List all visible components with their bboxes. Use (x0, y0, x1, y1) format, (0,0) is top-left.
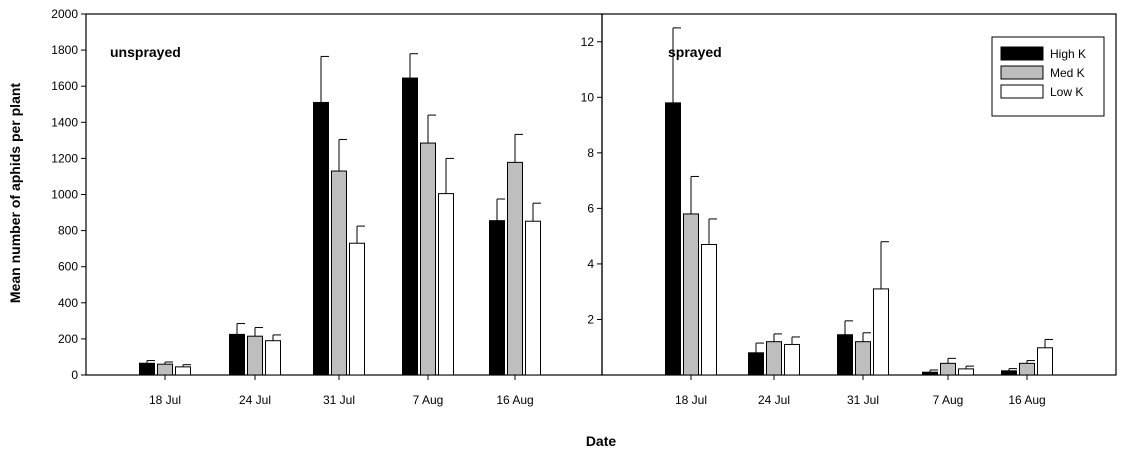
y-tick-label: 1600 (51, 79, 78, 93)
bar-med-k (157, 363, 173, 376)
legend-label: High K (1050, 47, 1086, 61)
bar-med-k (855, 341, 871, 376)
y-tick-label: 1800 (51, 43, 78, 57)
x-tick-label: 31 Jul (323, 393, 355, 407)
bar-med-k (940, 362, 956, 376)
bar-med-k (247, 335, 263, 376)
y-tick-label: 1400 (51, 115, 78, 129)
y-tick-label: 400 (58, 296, 78, 310)
bar-low-k (438, 193, 454, 376)
x-tick-label: 31 Jul (847, 393, 879, 407)
bar-high-k (313, 101, 329, 376)
y-tick-label: 2000 (51, 7, 78, 21)
x-tick-label: 16 Aug (496, 393, 533, 407)
bar-low-k (1037, 347, 1053, 376)
bar-med-k (331, 170, 347, 376)
x-tick-label: 24 Jul (758, 393, 790, 407)
y-tick-label: 4 (587, 257, 594, 271)
bar-low-k (265, 340, 281, 376)
bar-low-k (701, 243, 717, 376)
x-tick-label: 24 Jul (239, 393, 271, 407)
bar-high-k (837, 334, 853, 376)
bar-high-k (665, 102, 681, 376)
bar-low-k (784, 343, 800, 376)
x-tick-label: 7 Aug (413, 393, 444, 407)
bar-low-k (958, 368, 974, 376)
legend-label: Med K (1050, 66, 1085, 80)
legend-swatch-low-k (1000, 84, 1044, 99)
bar-low-k (175, 366, 191, 376)
bar-high-k (748, 352, 764, 376)
x-tick-label: 7 Aug (933, 393, 964, 407)
bar-med-k (420, 142, 436, 376)
y-tick-label: 6 (587, 201, 594, 215)
bar-med-k (1019, 362, 1035, 376)
y-tick-label: 1200 (51, 151, 78, 165)
x-tick-label: 18 Jul (149, 393, 181, 407)
y-tick-label: 1000 (51, 188, 78, 202)
legend: High K Med K Low K (991, 36, 1105, 117)
bar-high-k (402, 77, 418, 376)
bar-med-k (766, 341, 782, 376)
bar-low-k (525, 220, 541, 376)
bar-high-k (922, 371, 938, 376)
bar-med-k (683, 213, 699, 376)
bar-low-k (873, 288, 889, 376)
y-tick-label: 0 (71, 368, 78, 382)
bar-med-k (507, 161, 523, 376)
y-tick-label: 200 (58, 332, 78, 346)
y-tick-label: 2 (587, 312, 594, 326)
y-tick-label: 8 (587, 146, 594, 160)
y-tick-label: 800 (58, 224, 78, 238)
unsprayed-panel: 0 200 400 600 800 1000 1200 1400 1600 1800 2000 uns… (51, 7, 603, 407)
x-tick-label: 16 Aug (1008, 393, 1045, 407)
bar-low-k (349, 242, 365, 376)
x-axis-label: Date (586, 433, 617, 449)
y-tick-label: 600 (58, 260, 78, 274)
legend-label: Low K (1050, 85, 1083, 99)
y-axis-label: Mean number of aphids per plant (7, 83, 23, 303)
bar-high-k (229, 333, 245, 376)
panel-label: unsprayed (110, 44, 181, 60)
x-tick-label: 18 Jul (675, 393, 707, 407)
y-tick-label: 12 (581, 35, 595, 49)
panel-label: sprayed (668, 44, 722, 60)
bar-high-k (1001, 370, 1017, 376)
bar-high-k (139, 362, 155, 376)
legend-swatch-high-k (1000, 46, 1044, 61)
y-tick-label: 10 (581, 90, 595, 104)
legend-swatch-med-k (1000, 65, 1044, 80)
sprayed-panel: 2 4 6 8 10 12 sprayed 18 Jul 24 Jul 31 Jul 7 Aug 16… (581, 13, 1117, 407)
bar-high-k (489, 220, 505, 376)
